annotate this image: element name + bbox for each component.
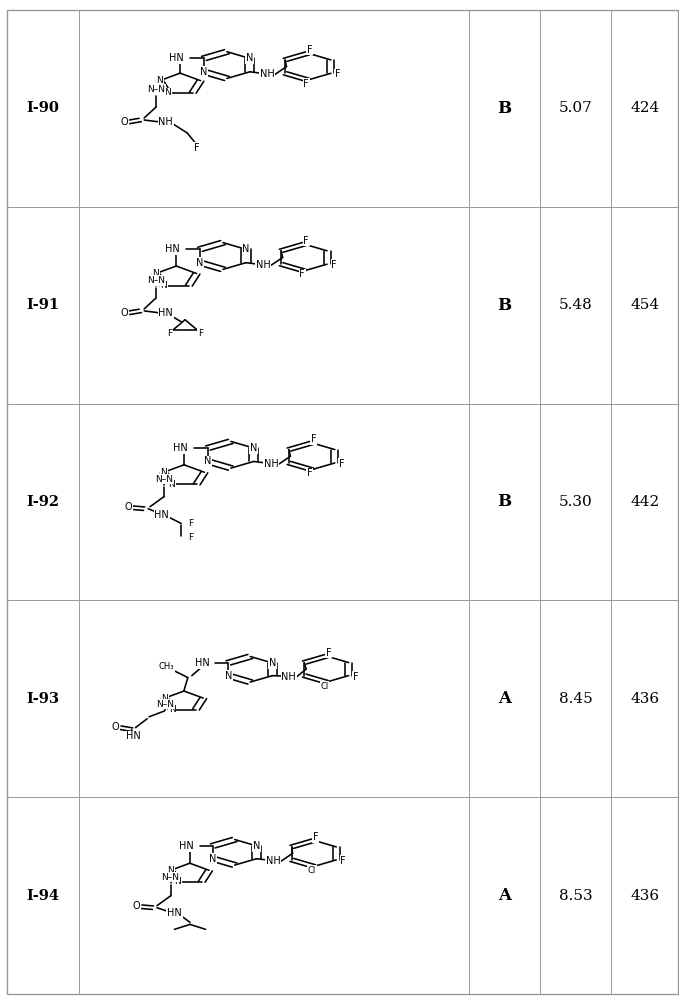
Text: N: N	[160, 281, 167, 290]
Text: NH: NH	[265, 856, 280, 866]
Text: N–N: N–N	[147, 85, 165, 94]
Text: N–N: N–N	[155, 699, 174, 708]
Text: B: B	[497, 297, 511, 314]
Text: N: N	[268, 658, 276, 668]
Text: N: N	[242, 245, 250, 255]
Text: 436: 436	[630, 691, 659, 706]
Text: F: F	[339, 459, 345, 469]
Text: HN: HN	[179, 841, 194, 851]
Text: Cl: Cl	[308, 866, 316, 875]
Text: F: F	[198, 329, 203, 338]
Text: F: F	[304, 79, 309, 89]
Text: N: N	[200, 67, 208, 77]
Text: I-94: I-94	[26, 888, 59, 903]
Text: HN: HN	[167, 908, 182, 918]
Text: I-91: I-91	[26, 298, 59, 313]
Text: N: N	[196, 258, 204, 268]
Text: Cl: Cl	[320, 681, 329, 690]
Text: 5.07: 5.07	[559, 101, 592, 116]
Text: I-92: I-92	[26, 495, 59, 509]
Text: N: N	[250, 444, 257, 454]
Text: F: F	[299, 270, 305, 280]
Text: F: F	[167, 329, 172, 338]
Text: 8.53: 8.53	[559, 888, 592, 903]
Text: F: F	[307, 45, 313, 55]
Text: N–N: N–N	[162, 873, 179, 882]
Text: N: N	[168, 705, 175, 714]
Text: N: N	[162, 693, 168, 702]
Text: N: N	[153, 269, 160, 278]
Text: F: F	[188, 518, 194, 527]
Text: O: O	[125, 501, 132, 511]
Text: 442: 442	[630, 495, 659, 509]
Text: 5.48: 5.48	[559, 298, 592, 313]
Text: A: A	[498, 887, 511, 904]
Text: HN: HN	[166, 245, 180, 255]
Text: HN: HN	[154, 509, 169, 519]
Text: NH: NH	[158, 117, 173, 127]
Text: O: O	[111, 721, 119, 731]
Text: B: B	[497, 100, 511, 117]
Text: HN: HN	[169, 53, 184, 63]
Text: F: F	[326, 647, 331, 657]
Text: CH₃: CH₃	[159, 662, 175, 671]
Text: 5.30: 5.30	[559, 495, 592, 509]
Text: N–N: N–N	[147, 276, 165, 285]
Text: O: O	[121, 117, 128, 127]
Text: F: F	[311, 435, 316, 445]
Text: F: F	[194, 143, 200, 153]
Text: NH: NH	[256, 261, 270, 271]
Text: O: O	[121, 308, 128, 318]
Text: HN: HN	[173, 444, 188, 454]
Text: O: O	[133, 901, 141, 911]
Text: I-93: I-93	[26, 691, 59, 706]
Text: F: F	[331, 260, 337, 270]
Text: 424: 424	[630, 101, 659, 116]
Text: N: N	[175, 877, 181, 886]
Text: F: F	[340, 856, 346, 866]
Text: F: F	[188, 532, 194, 541]
Text: N: N	[168, 480, 175, 489]
Text: NH: NH	[281, 672, 296, 682]
Text: F: F	[353, 671, 359, 681]
Text: N: N	[164, 88, 171, 97]
Text: N: N	[160, 468, 167, 477]
Text: 8.45: 8.45	[559, 691, 592, 706]
Text: N: N	[167, 866, 174, 875]
Text: HN: HN	[195, 658, 209, 668]
Text: N: N	[253, 841, 260, 851]
Text: B: B	[497, 494, 511, 510]
Text: N: N	[246, 53, 253, 63]
Text: HN: HN	[158, 308, 173, 318]
Text: N: N	[156, 76, 163, 85]
Text: N: N	[209, 854, 217, 864]
Text: I-90: I-90	[26, 101, 59, 116]
Text: NH: NH	[263, 460, 278, 470]
Text: 454: 454	[630, 298, 659, 313]
Text: N–N: N–N	[155, 475, 172, 484]
Text: 436: 436	[630, 888, 659, 903]
Text: N: N	[225, 670, 232, 680]
Text: F: F	[313, 832, 318, 842]
Text: F: F	[335, 69, 341, 79]
Text: A: A	[498, 690, 511, 707]
Text: HN: HN	[126, 731, 141, 741]
Text: N: N	[204, 457, 211, 467]
Text: F: F	[304, 236, 309, 246]
Text: NH: NH	[259, 70, 274, 80]
Text: F: F	[307, 469, 313, 479]
